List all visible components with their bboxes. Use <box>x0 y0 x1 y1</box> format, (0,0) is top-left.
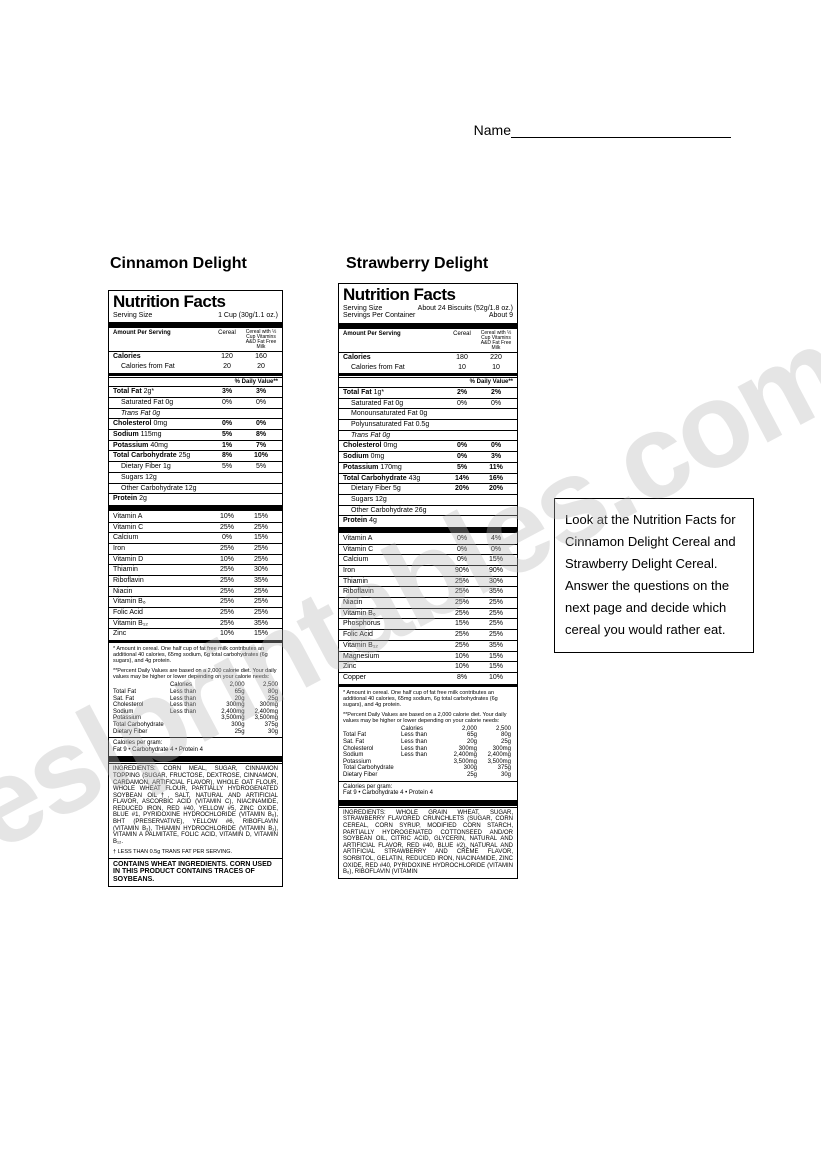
cinnamon-title: Cinnamon Delight <box>110 255 247 273</box>
nf-heading: Nutrition Facts <box>109 291 282 312</box>
strawberry-title: Strawberry Delight <box>346 255 488 273</box>
name-label: Name <box>474 122 511 138</box>
name-field: Name <box>474 122 731 138</box>
nf-heading: Nutrition Facts <box>339 284 517 305</box>
instruction-box: Look at the Nutrition Facts for Cinnamon… <box>554 498 754 653</box>
strawberry-nutrition-label: Nutrition Facts Serving SizeAbout 24 Bis… <box>338 283 518 879</box>
cinnamon-nutrition-label: Nutrition Facts Serving Size1 Cup (30g/1… <box>108 290 283 887</box>
